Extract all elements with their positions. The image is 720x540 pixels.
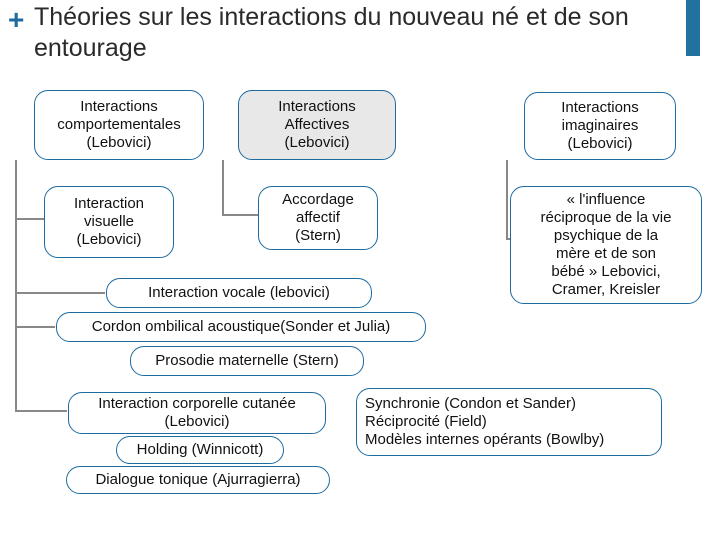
box-influence-l5: bébé » Lebovici,	[519, 263, 693, 281]
box-accordage-l3: (Stern)	[267, 227, 369, 245]
box-vocale: Interaction vocale (lebovici)	[106, 278, 372, 308]
box-synchronie-l2: Réciprocité (Field)	[365, 413, 487, 431]
box-influence-l1: « l'influence	[519, 191, 693, 209]
box-visuelle-l2: visuelle	[53, 213, 165, 231]
plus-icon: +	[8, 4, 24, 36]
box-synchronie: Synchronie (Condon et Sander)Réciprocité…	[356, 388, 662, 456]
box-dialogue: Dialogue tonique (Ajurragierra)	[66, 466, 330, 494]
connector-line	[15, 218, 45, 220]
page-title: Théories sur les interactions du nouveau…	[34, 2, 714, 65]
box-dialogue-l1: Dialogue tonique (Ajurragierra)	[75, 471, 321, 489]
box-accordage-l2: affectif	[267, 209, 369, 227]
box-corporelle-l2: (Lebovici)	[77, 413, 317, 431]
box-col2_header-l2: Affectives	[247, 116, 387, 134]
box-holding-l1: Holding (Winnicott)	[125, 441, 275, 459]
box-accordage: Accordageaffectif(Stern)	[258, 186, 378, 250]
box-col2_header: InteractionsAffectives(Lebovici)	[238, 90, 396, 160]
box-cordon: Cordon ombilical acoustique(Sonder et Ju…	[56, 312, 426, 342]
box-visuelle: Interactionvisuelle(Lebovici)	[44, 186, 174, 258]
box-synchronie-l1: Synchronie (Condon et Sander)	[365, 395, 576, 413]
box-col3_header-l2: imaginaires	[533, 117, 667, 135]
box-influence-l3: psychique de la	[519, 227, 693, 245]
box-accordage-l1: Accordage	[267, 191, 369, 209]
box-visuelle-l3: (Lebovici)	[53, 231, 165, 249]
box-influence-l6: Cramer, Kreisler	[519, 281, 693, 299]
box-visuelle-l1: Interaction	[53, 195, 165, 213]
connector-line	[15, 292, 105, 294]
box-synchronie-l3: Modèles internes opérants (Bowlby)	[365, 431, 604, 449]
accent-bar	[686, 0, 700, 56]
box-prosodie-l1: Prosodie maternelle (Stern)	[139, 352, 355, 370]
box-col1_header: Interactionscomportementales(Lebovici)	[34, 90, 204, 160]
connector-line	[506, 160, 508, 240]
box-influence-l2: réciproque de la vie	[519, 209, 693, 227]
box-col1_header-l2: comportementales	[43, 116, 195, 134]
box-prosodie: Prosodie maternelle (Stern)	[130, 346, 364, 376]
box-col3_header-l1: Interactions	[533, 99, 667, 117]
box-col2_header-l3: (Lebovici)	[247, 134, 387, 152]
box-col1_header-l3: (Lebovici)	[43, 134, 195, 152]
box-col3_header: Interactionsimaginaires(Lebovici)	[524, 92, 676, 160]
box-corporelle: Interaction corporelle cutanée(Lebovici)	[68, 392, 326, 434]
box-col2_header-l1: Interactions	[247, 98, 387, 116]
box-vocale-l1: Interaction vocale (lebovici)	[115, 284, 363, 302]
box-corporelle-l1: Interaction corporelle cutanée	[77, 395, 317, 413]
connector-line	[15, 160, 17, 410]
connector-line	[15, 410, 67, 412]
box-cordon-l1: Cordon ombilical acoustique(Sonder et Ju…	[65, 318, 417, 336]
box-influence: « l'influenceréciproque de la viepsychiq…	[510, 186, 702, 304]
box-col3_header-l3: (Lebovici)	[533, 135, 667, 153]
box-influence-l4: mère et de son	[519, 245, 693, 263]
box-col1_header-l1: Interactions	[43, 98, 195, 116]
connector-line	[222, 214, 258, 216]
box-holding: Holding (Winnicott)	[116, 436, 284, 464]
connector-line	[222, 160, 224, 216]
connector-line	[15, 326, 55, 328]
